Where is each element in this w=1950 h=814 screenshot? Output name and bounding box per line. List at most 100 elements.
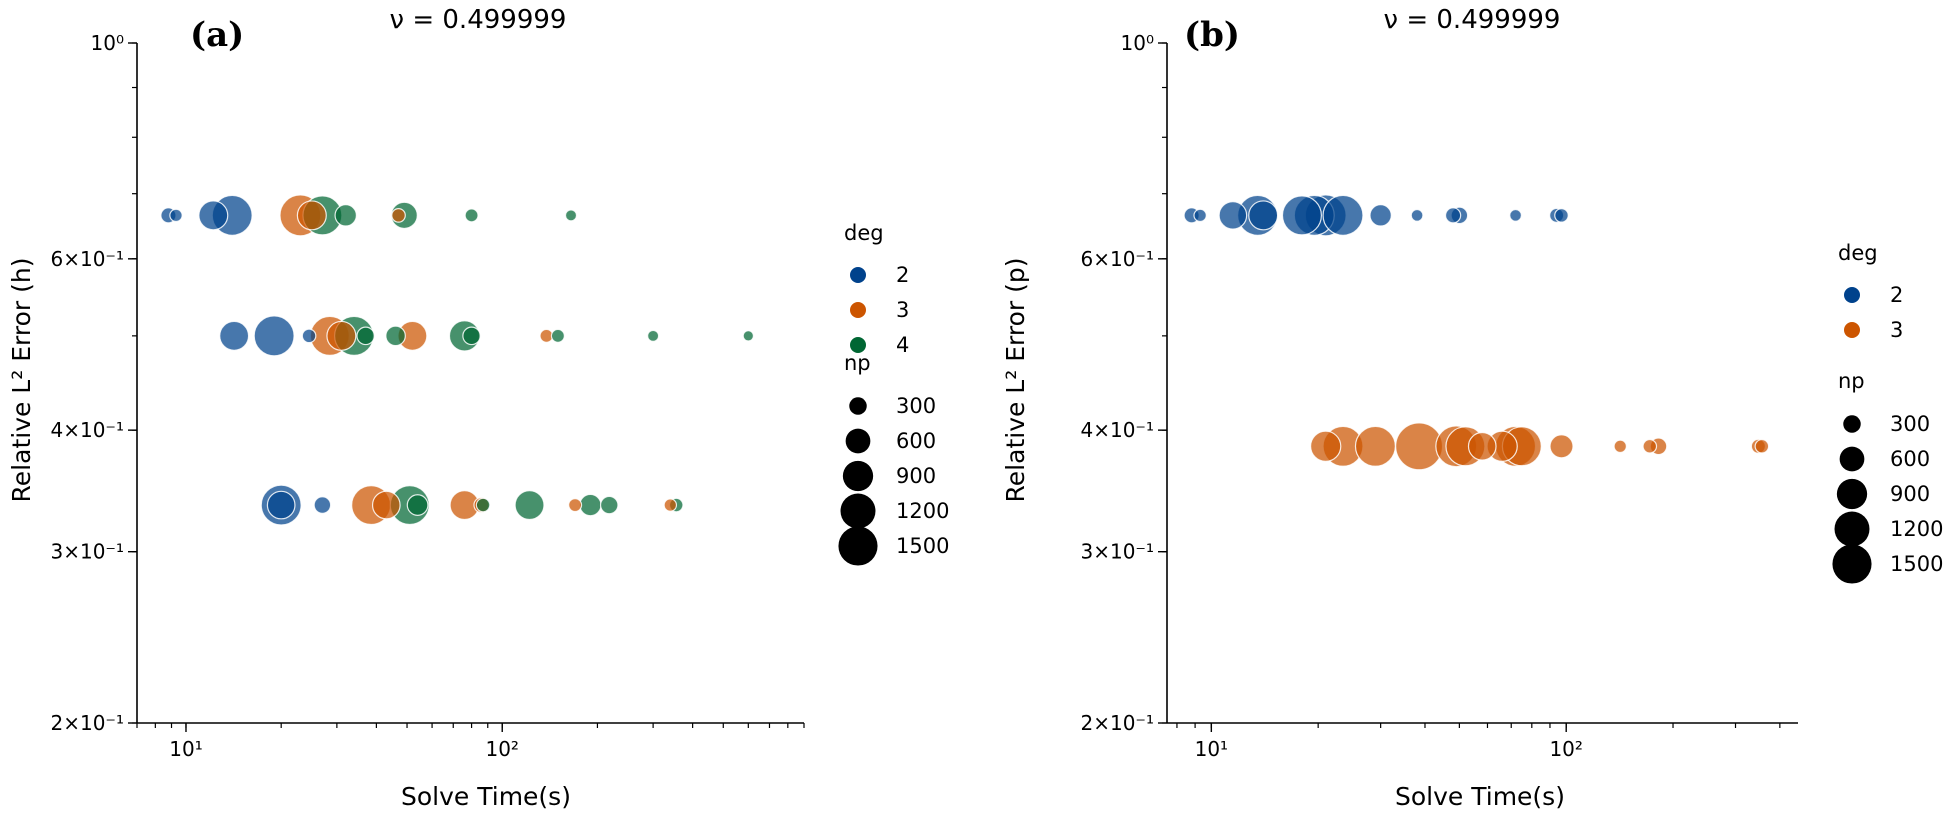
panel-a-point-deg-3: [326, 320, 357, 351]
panel-b-tag: (b): [1184, 15, 1240, 55]
panel-b-point-deg-3: [1354, 425, 1396, 467]
panel-a-point-deg-4: [514, 490, 545, 521]
panel-b-point-deg-2: [1444, 207, 1462, 224]
panel-a-ticks: 10⁰ 6×10⁻¹ 4×10⁻¹ 3×10⁻¹ 2×10⁻¹ 10¹ 10²: [50, 31, 805, 761]
panel-a-legend-deg-marker: [850, 267, 866, 283]
panel-a-legend-deg-label: 2: [896, 263, 909, 287]
panel-a-y-tick-label: 10⁰: [91, 31, 124, 55]
panel-b-x-tick-label: 10²: [1549, 737, 1582, 761]
panel-b-point-deg-2: [1322, 194, 1364, 236]
panel-a-point-deg-3: [391, 208, 406, 223]
panel-a-x-tick-label: 10²: [485, 737, 518, 761]
panel-b-axes: [1166, 43, 1798, 724]
panel-b-point-deg-3: [1642, 438, 1658, 454]
panel-b-x-tick-label: 10¹: [1195, 737, 1228, 761]
panel-a-legend-np-marker: [838, 526, 878, 566]
panel-b-legend-np-marker: [1834, 511, 1870, 547]
panel-a-legend-np-marker: [849, 397, 867, 415]
panel-b-point-deg-2: [1554, 208, 1569, 223]
panel-a-axes: [136, 43, 804, 724]
panel-b-legend-np-label: 300: [1890, 412, 1930, 436]
panel-b-points: [1183, 194, 1770, 471]
panel-b-point-deg-3: [1467, 431, 1497, 461]
panel-a-point-deg-3: [296, 200, 327, 231]
panel-a-title: ν = 0.499999: [390, 5, 567, 35]
panel-b-point-deg-3: [1613, 439, 1627, 454]
panel-b-point-deg-2: [1509, 208, 1523, 222]
panel-b-legend-np-label: 900: [1890, 482, 1930, 506]
panel-a-legend-np-label: 1500: [896, 534, 949, 558]
panel-b-point-deg-2: [1248, 200, 1279, 231]
panel-a-tag: (a): [190, 15, 244, 55]
panel-a-y-tick-label: 2×10⁻¹: [50, 711, 124, 735]
panel-a-legend-np-marker: [845, 428, 871, 454]
panel-a-point-deg-4: [385, 325, 406, 347]
panel-a-y-tick-label: 4×10⁻¹: [50, 418, 124, 442]
panel-a-point-deg-3: [371, 490, 401, 520]
panel-a-point-deg-4: [464, 208, 479, 223]
panel-b-y-tick-label: 10⁰: [1121, 31, 1154, 55]
panel-a-point-deg-4: [564, 209, 578, 222]
panel-b-y-axis-label: Relative L² Error (p): [1001, 258, 1030, 503]
panel-a-legend-np-label: 600: [896, 429, 936, 453]
panel-a-points: [160, 194, 755, 526]
panel-b-legend-deg-title: deg: [1838, 241, 1878, 265]
panel-b-point-deg-3: [1309, 430, 1342, 462]
panel-a-legend-np-label: 900: [896, 464, 936, 488]
panel-b-legend: deg 2 3 np 300 600 900 1200 1500: [1832, 241, 1943, 584]
panel-a-point-deg-3: [663, 498, 678, 512]
panel-a-legend-np-title: np: [844, 351, 871, 375]
panel-b-legend-np-marker: [1832, 544, 1872, 584]
panel-b-y-tick-label: 6×10⁻¹: [1080, 247, 1154, 271]
panel-a-y-tick-label: 3×10⁻¹: [50, 540, 124, 564]
panel-a-legend-np-marker: [840, 493, 876, 529]
panel-a-point-deg-4: [742, 330, 755, 342]
panel-a-point-deg-2: [266, 490, 296, 520]
panel-b-legend-deg-label: 2: [1890, 283, 1903, 307]
panel-b-legend-np-label: 1200: [1890, 517, 1943, 541]
panel-b-y-tick-label: 2×10⁻¹: [1080, 711, 1154, 735]
panel-b: (b) ν = 0.499999 Relative L² Error (p) S…: [1001, 5, 1943, 811]
panel-a-point-deg-4: [599, 495, 619, 515]
panel-a-legend: deg 2 3 4 np 300 600 900 1200 1500: [838, 221, 949, 566]
panel-b-point-deg-2: [1410, 208, 1424, 222]
panel-b-legend-np-marker: [1836, 478, 1868, 510]
panel-a-legend-np-marker: [842, 460, 874, 492]
panel-b-legend-np-marker: [1843, 415, 1861, 433]
panel-b-point-deg-2: [1193, 208, 1207, 223]
panel-a-legend-deg-marker: [850, 302, 866, 318]
panel-b-legend-deg-marker: [1844, 322, 1860, 338]
panel-a-legend-deg-label: 4: [896, 333, 909, 357]
panel-b-point-deg-2: [1369, 204, 1392, 227]
panel-b-legend-deg-label: 3: [1890, 318, 1903, 342]
panel-b-point-deg-2: [1281, 195, 1322, 236]
panel-a: (a) ν = 0.499999 Relative L² Error (h) S…: [7, 5, 949, 811]
panel-a-x-axis-label: Solve Time(s): [401, 782, 571, 811]
panel-b-y-tick-label: 4×10⁻¹: [1080, 418, 1154, 442]
panel-a-point-deg-2: [169, 208, 183, 223]
panel-a-point-deg-2: [301, 328, 317, 344]
panel-b-x-axis-label: Solve Time(s): [1395, 782, 1565, 811]
panel-a-point-deg-4: [356, 326, 375, 346]
panel-b-title: ν = 0.499999: [1384, 5, 1561, 35]
panel-a-point-deg-4: [550, 328, 565, 343]
panel-a-point-deg-4: [579, 493, 602, 517]
panel-a-point-deg-2: [219, 320, 250, 351]
panel-a-legend-np-label: 1200: [896, 499, 949, 523]
panel-a-legend-np-label: 300: [896, 394, 936, 418]
panel-b-legend-np-title: np: [1838, 369, 1865, 393]
panel-a-point-deg-4: [462, 326, 481, 346]
panel-b-legend-np-label: 600: [1890, 447, 1930, 471]
panel-a-y-tick-label: 6×10⁻¹: [50, 247, 124, 271]
panel-a-point-deg-2: [313, 496, 332, 514]
panel-b-y-tick-label: 3×10⁻¹: [1080, 540, 1154, 564]
panel-b-point-deg-3: [1754, 438, 1770, 454]
panel-a-point-deg-3: [568, 498, 583, 513]
panel-b-point-deg-3: [1549, 434, 1574, 459]
panel-b-point-deg-2: [1218, 201, 1248, 230]
panel-b-legend-np-label: 1500: [1890, 552, 1943, 576]
panel-a-y-axis-label: Relative L² Error (h): [7, 258, 36, 503]
panel-a-legend-deg-title: deg: [844, 221, 884, 245]
panel-b-legend-deg-marker: [1844, 287, 1860, 303]
